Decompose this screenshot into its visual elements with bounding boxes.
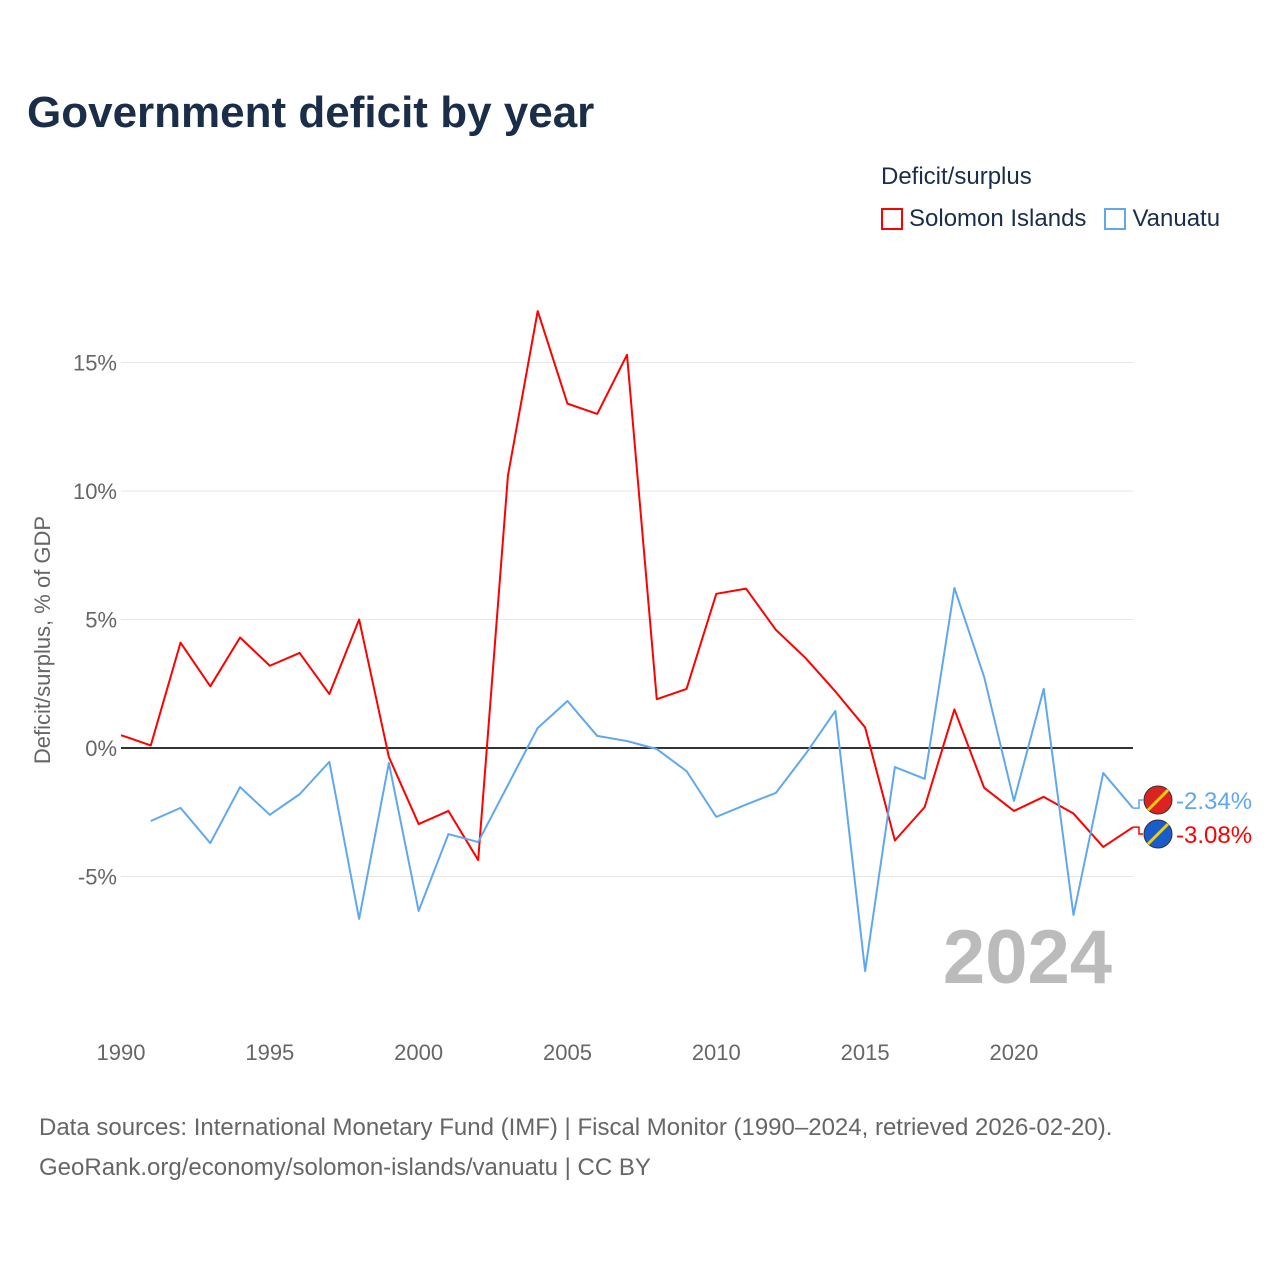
legend-title: Deficit/surplus [881, 163, 1032, 190]
x-tick-label: 2020 [989, 1040, 1038, 1065]
end-value-label: -3.08% [1176, 822, 1252, 849]
end-value-label: -2.34% [1176, 788, 1252, 815]
series-line-vanuatu [150, 586, 1134, 973]
source-note: Data sources: International Monetary Fun… [39, 1108, 1112, 1188]
series-line-solomon-islands [120, 310, 1134, 862]
y-tick-label: 10% [73, 479, 117, 504]
x-tick-label: 2000 [394, 1040, 443, 1065]
x-tick-label: 2015 [841, 1040, 890, 1065]
label-connector [1133, 826, 1143, 835]
legend-swatch-icon [1104, 208, 1127, 230]
flag-stripe [1146, 788, 1170, 812]
flag-stripe [1146, 822, 1170, 846]
y-tick-label: 0% [85, 736, 117, 761]
legend: Solomon Islands Vanuatu [881, 205, 1220, 233]
legend-item-vanuatu[interactable]: Vanuatu [1104, 205, 1220, 233]
x-tick-label: 1990 [97, 1040, 146, 1065]
x-tick-label: 2010 [692, 1040, 741, 1065]
x-tick-label: 2005 [543, 1040, 592, 1065]
source-link[interactable]: GeoRank.org/economy/solomon-islands/vanu… [39, 1154, 651, 1181]
year-watermark: 2024 [943, 915, 1112, 1000]
legend-swatch-icon [881, 208, 903, 230]
y-tick-label: 15% [73, 351, 117, 376]
legend-label: Solomon Islands [909, 205, 1087, 232]
legend-item-solomon-islands[interactable]: Solomon Islands [881, 205, 1086, 233]
x-tick-label: 1995 [245, 1040, 294, 1065]
label-connector [1133, 799, 1143, 809]
chart-title: Government deficit by year [27, 88, 595, 137]
y-axis-label: Deficit/surplus, % of GDP [30, 516, 55, 764]
y-tick-label: 5% [85, 608, 117, 633]
source-line: Data sources: International Monetary Fun… [39, 1114, 1113, 1141]
legend-label: Vanuatu [1132, 205, 1221, 232]
y-tick-label: -5% [78, 865, 117, 890]
